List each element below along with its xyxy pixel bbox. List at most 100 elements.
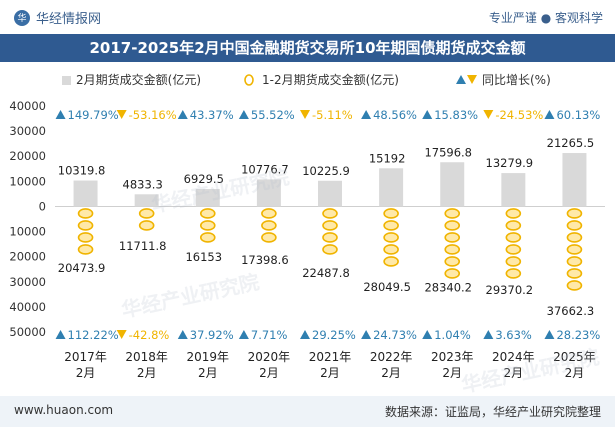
- yoy-cumulative-label: 37.92%: [190, 328, 234, 342]
- yoy-cumulative-label: 1.04%: [434, 328, 471, 342]
- coin-cumulative: [138, 220, 155, 231]
- legend-label-monthly: 2月期货成交金额(亿元): [76, 72, 201, 87]
- data-label-cumulative: 28340.2: [424, 281, 472, 295]
- yoy-cumulative-label: 7.71%: [251, 328, 288, 342]
- coin-cumulative: [444, 256, 461, 267]
- yoy-up-icon: [361, 110, 372, 119]
- coin-cumulative: [77, 244, 94, 255]
- coin-cumulative: [566, 244, 583, 255]
- coin-cumulative: [383, 244, 399, 255]
- y-tick-label: 10000: [9, 225, 46, 239]
- site-url: www.huaon.com: [14, 403, 114, 417]
- coin-cumulative: [322, 232, 338, 243]
- x-tick-label: 2021年: [309, 350, 352, 364]
- yoy-up-icon: [177, 330, 188, 339]
- y-tick-label: 30000: [9, 124, 46, 138]
- y-tick-label: 30000: [9, 275, 46, 289]
- x-tick-label: 2024年: [492, 350, 535, 364]
- coin-cumulative: [261, 208, 277, 219]
- yoy-up-icon: [483, 330, 494, 339]
- data-label-monthly: 21265.5: [547, 136, 595, 150]
- yoy-monthly-label: 149.79%: [68, 108, 119, 122]
- y-tick-label: 40000: [9, 300, 46, 314]
- data-label-monthly: 17596.8: [424, 145, 472, 159]
- coin-cumulative: [138, 208, 155, 219]
- x-tick-label: 2月: [76, 366, 96, 380]
- yoy-monthly-label: 60.13%: [556, 108, 600, 122]
- y-tick-label: 40000: [9, 99, 46, 113]
- bar-monthly: [318, 180, 342, 207]
- x-tick-label: 2022年: [370, 350, 413, 364]
- data-label-cumulative: 37662.3: [547, 304, 595, 318]
- coin-cumulative: [199, 208, 216, 219]
- coin-cumulative: [505, 256, 522, 267]
- data-label-monthly: 4833.3: [123, 177, 163, 191]
- coin-cumulative: [383, 232, 399, 243]
- data-source: 数据来源：证监局，华经产业研究院整理: [384, 405, 601, 419]
- y-tick-label: 10000: [9, 174, 46, 188]
- legend-down-icon: [467, 75, 477, 84]
- yoy-cumulative-label: 28.23%: [556, 328, 600, 342]
- coin-cumulative: [322, 208, 338, 219]
- coin-cumulative: [383, 220, 399, 231]
- y-tick-label: 20000: [9, 250, 46, 264]
- coin-cumulative: [566, 268, 583, 279]
- yoy-up-icon: [238, 330, 249, 339]
- x-tick-label: 2018年: [125, 350, 168, 364]
- brand-logo-icon: 华: [14, 9, 30, 26]
- coin-cumulative: [444, 208, 461, 219]
- x-tick-label: 2月: [198, 366, 218, 380]
- data-label-monthly: 10319.8: [58, 164, 106, 178]
- legend-up-icon: [456, 75, 466, 84]
- x-tick-label: 2月: [504, 366, 524, 380]
- x-tick-label: 2017年: [64, 350, 107, 364]
- yoy-up-icon: [422, 110, 433, 119]
- yoy-monthly-label: -24.53%: [495, 108, 543, 122]
- coin-cumulative: [199, 232, 216, 243]
- coin-cumulative: [566, 208, 583, 219]
- footer: www.huaon.com 数据来源：证监局，华经产业研究院整理: [0, 396, 615, 427]
- coin-cumulative: [444, 232, 461, 243]
- coin-cumulative: [444, 244, 461, 255]
- x-tick-label: 2月: [137, 366, 157, 380]
- coin-cumulative: [505, 220, 522, 231]
- yoy-monthly-label: -5.11%: [312, 108, 353, 122]
- data-label-cumulative: 11711.8: [119, 239, 167, 253]
- coin-cumulative: [566, 256, 583, 267]
- bar-monthly: [134, 194, 159, 207]
- coin-cumulative: [505, 232, 522, 243]
- y-tick-label: 50000: [9, 325, 46, 339]
- coin-cumulative: [566, 232, 583, 243]
- coin-cumulative: [383, 256, 399, 267]
- coin-cumulative: [505, 268, 522, 279]
- data-label-cumulative: 16153: [185, 250, 222, 264]
- data-label-monthly: 13279.9: [486, 156, 534, 170]
- y-tick-label: 20000: [9, 149, 46, 163]
- coin-cumulative: [261, 220, 277, 231]
- x-tick-label: 2019年: [187, 350, 230, 364]
- x-tick-label: 2月: [320, 366, 340, 380]
- coin-cumulative: [444, 220, 461, 231]
- yoy-down-icon: [116, 330, 127, 339]
- coin-cumulative: [322, 220, 338, 231]
- bar-monthly: [562, 153, 587, 207]
- coin-cumulative: [444, 268, 461, 279]
- legend-label-cumulative: 1-2月期货成交金额(亿元): [262, 72, 399, 87]
- coin-cumulative: [505, 208, 522, 219]
- legend-label-yoy: 同比增长(%): [482, 73, 551, 87]
- yoy-down-icon: [300, 110, 310, 119]
- yoy-up-icon: [177, 110, 188, 119]
- x-tick-label: 2月: [259, 366, 279, 380]
- bar-monthly: [379, 168, 404, 207]
- yoy-up-icon: [361, 330, 372, 339]
- data-label-cumulative: 20473.9: [58, 261, 106, 275]
- top-bar: 华 华经情报网 专业严谨 ● 客观科学: [0, 0, 615, 34]
- brand-name: 华经情报网: [36, 12, 102, 27]
- yoy-down-icon: [116, 110, 127, 119]
- yoy-up-icon: [55, 330, 66, 339]
- yoy-up-icon: [422, 330, 433, 339]
- legend-swatch-monthly: [62, 76, 71, 85]
- yoy-cumulative-label: 29.25%: [312, 328, 356, 342]
- x-tick-label: 2025年: [553, 350, 596, 364]
- bar-monthly: [195, 189, 220, 207]
